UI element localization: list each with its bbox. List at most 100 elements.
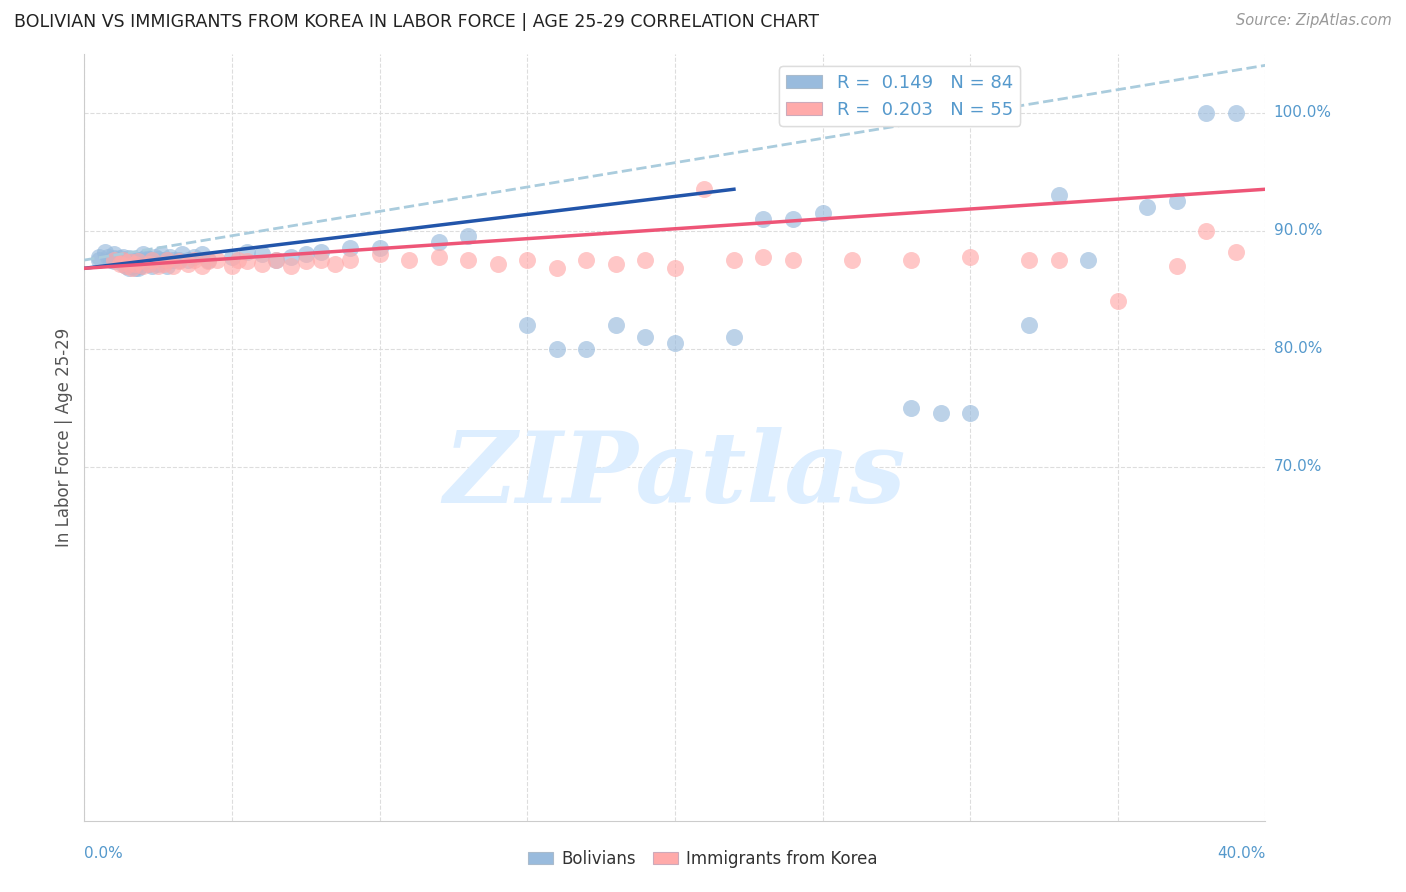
Legend: Bolivians, Immigrants from Korea: Bolivians, Immigrants from Korea xyxy=(522,844,884,875)
Point xyxy=(900,253,922,268)
Point xyxy=(121,252,143,266)
Text: 70.0%: 70.0% xyxy=(1274,459,1322,474)
Point xyxy=(546,342,568,356)
Point xyxy=(1225,105,1247,120)
Point xyxy=(221,259,243,273)
Point xyxy=(325,257,347,271)
Point xyxy=(135,254,157,268)
Point xyxy=(546,261,568,276)
Point xyxy=(723,330,745,344)
Point xyxy=(153,253,176,268)
Point xyxy=(266,253,288,268)
Point xyxy=(811,206,834,220)
Point xyxy=(266,253,288,268)
Point xyxy=(118,261,141,276)
Point xyxy=(118,257,141,271)
Point xyxy=(1225,244,1247,259)
Point xyxy=(94,244,117,259)
Point xyxy=(723,253,745,268)
Point xyxy=(398,253,420,268)
Point xyxy=(191,247,214,261)
Point xyxy=(516,253,538,268)
Point xyxy=(191,259,214,273)
Text: 0.0%: 0.0% xyxy=(84,846,124,861)
Point xyxy=(427,250,450,264)
Point xyxy=(486,257,509,271)
Point xyxy=(782,253,804,268)
Point xyxy=(634,330,657,344)
Point xyxy=(236,244,259,259)
Point xyxy=(236,254,259,268)
Point xyxy=(118,254,141,268)
Point xyxy=(132,252,155,266)
Point xyxy=(100,253,122,268)
Text: 80.0%: 80.0% xyxy=(1274,341,1322,356)
Point xyxy=(280,250,302,264)
Point xyxy=(226,253,249,268)
Point xyxy=(114,259,136,273)
Point xyxy=(782,211,804,226)
Point xyxy=(177,257,200,271)
Point xyxy=(295,247,318,261)
Point xyxy=(221,250,243,264)
Point xyxy=(103,251,125,265)
Point xyxy=(368,247,391,261)
Point xyxy=(1018,253,1040,268)
Point xyxy=(129,259,152,273)
Point xyxy=(1018,318,1040,332)
Point xyxy=(111,257,134,271)
Point xyxy=(183,253,205,268)
Point xyxy=(1047,188,1070,202)
Point xyxy=(575,342,598,356)
Point xyxy=(457,229,479,244)
Point xyxy=(148,252,170,266)
Point xyxy=(124,253,146,268)
Point xyxy=(605,257,627,271)
Point xyxy=(143,250,166,264)
Point xyxy=(121,255,143,269)
Y-axis label: In Labor Force | Age 25-29: In Labor Force | Age 25-29 xyxy=(55,327,73,547)
Point xyxy=(141,253,163,268)
Point xyxy=(87,250,111,264)
Point xyxy=(900,401,922,415)
Point xyxy=(127,254,149,268)
Point xyxy=(118,254,141,268)
Point xyxy=(457,253,479,268)
Point xyxy=(103,254,125,268)
Point xyxy=(634,253,657,268)
Point xyxy=(693,182,716,196)
Point xyxy=(339,241,361,255)
Point xyxy=(170,247,193,261)
Point xyxy=(250,257,273,271)
Point xyxy=(197,253,219,268)
Point xyxy=(368,241,391,255)
Text: 100.0%: 100.0% xyxy=(1274,105,1331,120)
Point xyxy=(148,257,170,271)
Point xyxy=(111,253,134,268)
Point xyxy=(664,261,686,276)
Point xyxy=(121,261,143,276)
Point xyxy=(605,318,627,332)
Point xyxy=(295,254,318,268)
Text: ZIPatlas: ZIPatlas xyxy=(444,427,905,524)
Point xyxy=(111,250,134,264)
Point xyxy=(135,250,157,264)
Point xyxy=(280,259,302,273)
Point xyxy=(1195,223,1218,237)
Point xyxy=(121,259,143,273)
Point xyxy=(141,259,163,273)
Point xyxy=(103,247,125,261)
Point xyxy=(156,253,179,268)
Point xyxy=(127,257,149,271)
Point xyxy=(108,257,131,271)
Point xyxy=(148,259,170,273)
Point xyxy=(250,247,273,261)
Point xyxy=(103,253,125,268)
Point xyxy=(752,250,775,264)
Point xyxy=(1047,253,1070,268)
Point xyxy=(114,259,136,273)
Point xyxy=(127,253,149,268)
Point xyxy=(929,407,952,421)
Point xyxy=(138,257,160,271)
Legend: R =  0.149   N = 84, R =  0.203   N = 55: R = 0.149 N = 84, R = 0.203 N = 55 xyxy=(779,66,1021,126)
